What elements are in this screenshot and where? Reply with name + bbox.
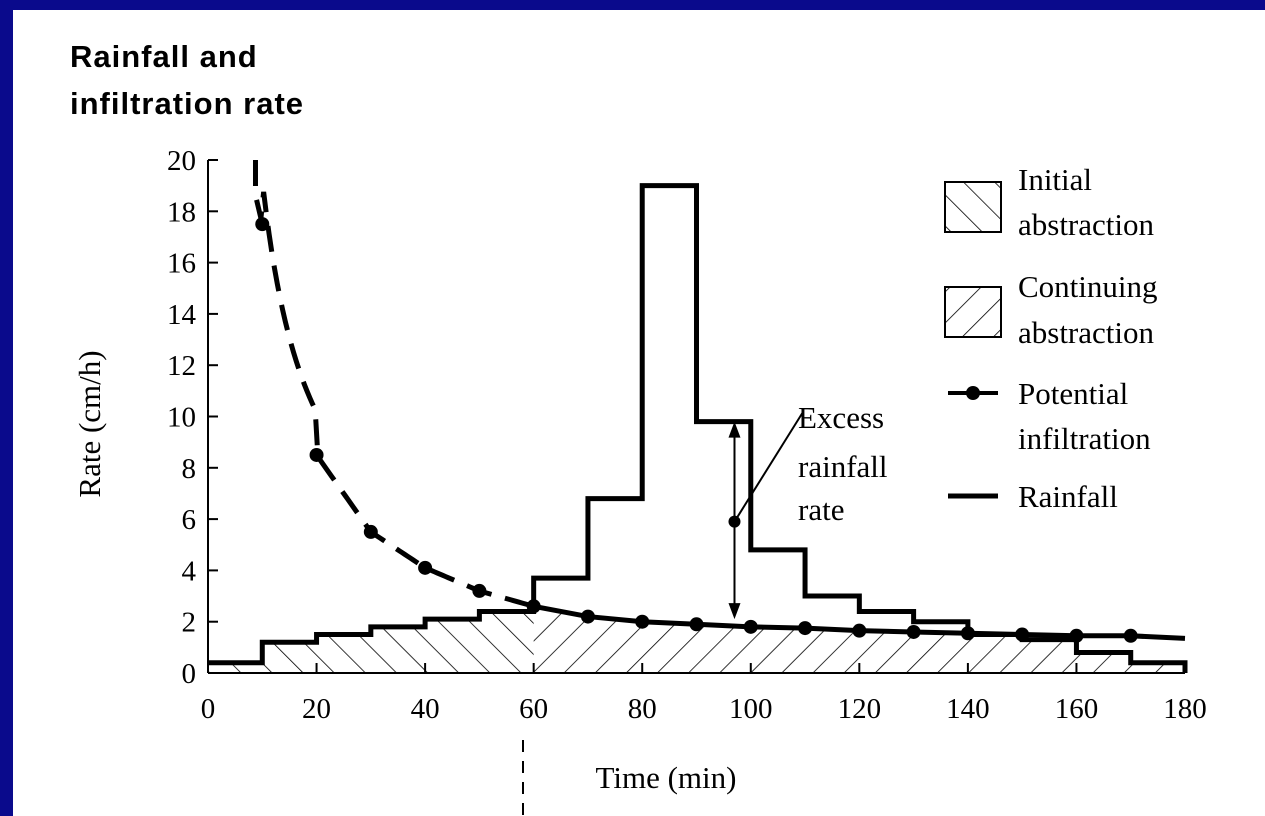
chart-svg: Rainfall and infiltration rate 0 2 4 6 8 10 12…: [70, 39, 1207, 816]
legend: Initial abstraction Continuing abstracti…: [944, 162, 1158, 514]
legend-rainfall-line-1: Rainfall: [1018, 479, 1118, 514]
excess-arrow-head-top: [728, 421, 741, 438]
potential-infiltration-dashed-line: [252, 160, 533, 609]
excess-leader-line: [733, 411, 804, 523]
infiltration-point-10: [255, 217, 270, 232]
annotation-line-1: Excess: [798, 400, 884, 435]
infiltration-point-60: [526, 599, 541, 614]
y-tick-label-0: 0: [182, 658, 197, 690]
y-tick-label-8: 8: [182, 453, 197, 485]
initial-abstraction-area: [208, 611, 534, 673]
infiltration-point-90: [689, 617, 704, 632]
infiltration-point-160: [1069, 628, 1084, 643]
abstraction-areas: [208, 606, 1185, 673]
y-ticks: 0 2 4 6 8 10 12 14 16 18 20: [167, 145, 218, 690]
y-tick-label-10: 10: [167, 402, 196, 434]
legend-swatch-potential-marker: [966, 386, 980, 400]
legend-swatch-initial: [944, 181, 1002, 233]
infiltration-point-30: [363, 524, 378, 539]
legend-continuing-line-1: Continuing: [1018, 269, 1158, 304]
infiltration-point-80: [635, 614, 650, 629]
continuing-abstraction-area: [533, 606, 1185, 673]
infiltration-point-40: [418, 560, 433, 575]
potential-infiltration-series: [252, 160, 1186, 643]
infiltration-point-50: [472, 583, 487, 598]
chart-frame: Rainfall and infiltration rate 0 2 4 6 8 10 12…: [13, 10, 1265, 816]
annotation-line-2: rainfall: [798, 449, 888, 484]
x-tick-label-80: 80: [628, 693, 657, 725]
x-tick-label-180: 180: [1163, 693, 1207, 725]
annotation-line-3: rate: [798, 492, 844, 527]
legend-potential-line-1: Potential: [1018, 376, 1128, 411]
chart-title-line-2: infiltration rate: [70, 86, 304, 121]
y-axis-label: Rate (cm/h): [72, 350, 107, 497]
infiltration-point-140: [960, 626, 975, 641]
y-tick-label-14: 14: [167, 299, 197, 331]
x-tick-label-100: 100: [729, 693, 773, 725]
y-tick-label-18: 18: [167, 196, 196, 228]
excess-marker-dot: [728, 515, 741, 528]
excess-rainfall-annotation: Excess rainfall rate: [728, 400, 888, 620]
infiltration-point-130: [906, 624, 921, 639]
y-tick-label-2: 2: [182, 607, 197, 639]
infiltration-point-170: [1123, 628, 1138, 643]
x-tick-label-140: 140: [946, 693, 990, 725]
x-tick-label-120: 120: [838, 693, 882, 725]
x-tick-label-60: 60: [519, 693, 548, 725]
infiltration-point-150: [1015, 627, 1030, 642]
y-tick-label-20: 20: [167, 145, 196, 177]
infiltration-point-120: [852, 623, 867, 638]
excess-arrow-head-bottom: [728, 603, 741, 620]
infiltration-point-110: [798, 621, 813, 636]
y-tick-label-4: 4: [182, 555, 197, 587]
legend-swatch-continuing: [944, 286, 1002, 338]
x-tick-label-160: 160: [1055, 693, 1099, 725]
y-tick-label-6: 6: [182, 504, 197, 536]
y-tick-label-16: 16: [167, 248, 196, 280]
infiltration-point-20: [309, 447, 324, 462]
y-tick-label-12: 12: [167, 350, 196, 382]
legend-initial-line-1: Initial: [1018, 162, 1092, 197]
legend-potential-line-2: infiltration: [1018, 421, 1151, 456]
x-axis-label: Time (min): [596, 760, 737, 795]
infiltration-point-100: [743, 619, 758, 634]
infiltration-point-70: [580, 609, 595, 624]
x-tick-label-0: 0: [201, 693, 216, 725]
x-tick-label-20: 20: [302, 693, 331, 725]
x-ticks: 0 20 40 60 80 100 120 140 160 180: [201, 663, 1207, 725]
legend-continuing-line-2: abstraction: [1018, 315, 1155, 350]
legend-initial-line-2: abstraction: [1018, 207, 1155, 242]
chart-title-line-1: Rainfall and: [70, 39, 258, 74]
x-tick-label-40: 40: [411, 693, 440, 725]
